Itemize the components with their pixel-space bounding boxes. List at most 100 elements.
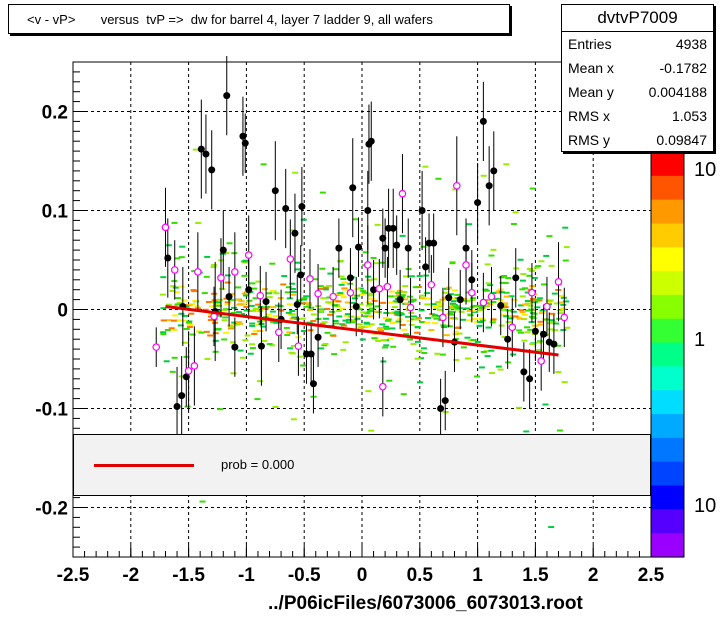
density-cell [512,315,519,318]
density-cell [294,268,301,271]
palette-color-cell [651,366,684,391]
x-tick-label: -2 [122,565,139,586]
density-cell [276,321,283,324]
density-cell [237,349,244,352]
density-cell [560,307,567,310]
density-cell [368,297,375,300]
density-cell [286,347,293,350]
density-cell [207,319,214,322]
density-cell [319,191,326,194]
data-point-open [152,343,161,351]
density-cell [464,357,471,360]
density-cell [456,332,463,335]
density-cell [186,304,193,307]
x-tick-label: 1 [472,565,483,586]
density-cell [501,304,508,307]
density-cell [373,310,380,313]
density-cell [229,292,236,295]
density-cell [247,352,254,355]
density-cell [406,295,413,298]
density-cell [387,295,394,298]
density-cell [351,319,358,322]
density-cell [487,284,494,287]
density-cell [365,390,372,393]
density-cell [556,429,563,432]
density-cell [485,326,492,329]
x-tick-label: 1.5 [522,565,549,586]
density-cell [179,245,186,248]
density-cell [424,303,431,306]
density-cell [524,326,531,329]
density-cell [520,318,527,321]
density-cell [169,289,176,292]
data-point-open [161,223,170,232]
density-cell [392,295,399,298]
density-cell [547,328,554,331]
data-point-filled [462,244,470,252]
density-cell [413,318,420,321]
density-cell [498,308,505,311]
density-cell [289,317,296,320]
data-point-filled [485,182,493,190]
stats-row-entries: Entries 4938 [562,32,713,56]
density-cell [399,234,406,237]
density-cell [472,318,479,321]
data-point-filled [173,403,181,411]
density-cell [356,323,363,326]
density-cell [340,296,347,299]
density-cell [396,294,403,297]
density-cell [414,340,421,343]
data-point-open [256,291,265,300]
density-cell [516,317,523,320]
density-cell [472,310,479,313]
density-cell [371,278,378,281]
data-point-open [306,275,314,283]
density-cell [337,292,344,295]
density-cell [452,188,459,191]
density-cell [321,321,328,324]
density-cell [386,379,393,382]
data-point-filled [490,167,498,175]
density-cell [192,148,199,151]
density-cell [379,323,386,326]
density-cell [537,320,544,323]
density-cell [519,311,526,314]
density-cell [204,255,211,258]
data-point-filled [520,368,528,376]
density-cell [238,300,245,303]
chart-title: <v - vP> versus tvP => dw for barrel 4, … [8,4,510,34]
density-cell [174,297,181,300]
density-cell [389,327,396,330]
density-cell [254,398,261,401]
density-cell [289,229,296,232]
density-cell [417,381,424,384]
legend-label: prob = 0.000 [221,457,295,472]
density-cell [535,265,542,268]
density-cell [410,342,417,345]
density-cell [551,292,558,295]
x-tick-label: -2.5 [57,565,90,586]
density-cell [517,258,524,261]
density-cell [317,285,324,288]
density-cell [248,343,255,346]
density-cell [400,393,407,396]
density-cell [497,368,504,371]
data-point-filled [298,203,306,211]
density-cell [224,303,231,306]
density-cell [299,317,306,320]
density-cell [549,312,556,315]
density-cell [529,343,536,346]
density-cell [464,300,471,303]
density-cell [543,254,550,257]
density-cell [328,310,335,313]
density-cell [420,245,427,248]
density-cell [354,294,361,297]
density-cell [255,303,262,306]
density-cell [469,299,476,302]
density-cell [269,310,276,313]
palette-color-cell [651,509,684,534]
density-cell [431,315,438,318]
density-cell [343,314,350,317]
density-cell [500,314,507,317]
density-cell [546,235,553,238]
